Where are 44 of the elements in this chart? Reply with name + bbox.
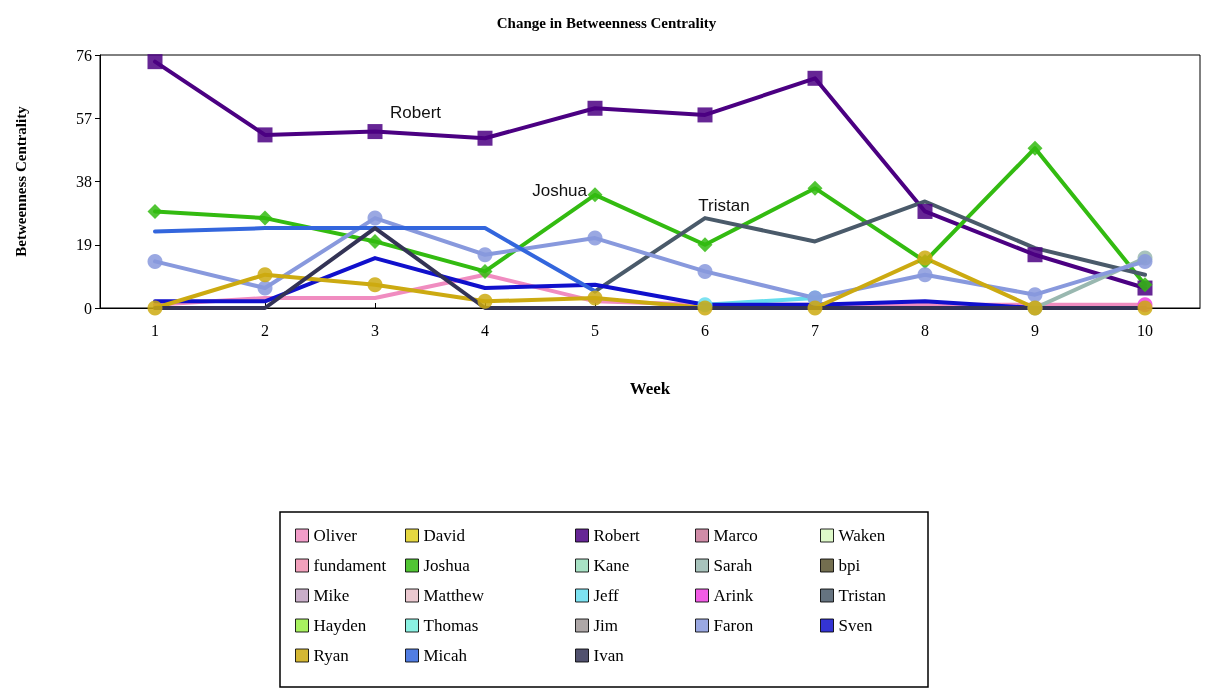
legend-label: fundament bbox=[313, 556, 387, 575]
x-tick-label: 4 bbox=[481, 321, 489, 339]
legend-label: Ivan bbox=[593, 646, 625, 665]
x-tick-label: 3 bbox=[371, 321, 379, 339]
x-axis-title: Week bbox=[629, 379, 671, 398]
legend-label: Micah bbox=[423, 646, 468, 665]
x-tick-label: 2 bbox=[261, 321, 269, 339]
x-tick-label: 7 bbox=[811, 321, 819, 339]
x-tick-label: 5 bbox=[591, 321, 599, 339]
x-tick-label: 1 bbox=[151, 321, 159, 339]
y-tick-label: 76 bbox=[76, 46, 92, 64]
y-tick-label: 57 bbox=[76, 109, 92, 127]
legend-label: Ryan bbox=[313, 646, 350, 665]
legend-label: Waken bbox=[838, 526, 886, 545]
x-tick-label: 9 bbox=[1031, 321, 1039, 339]
x-tick-label: 6 bbox=[701, 321, 709, 339]
legend-label: Mike bbox=[313, 586, 350, 605]
legend-label: David bbox=[423, 526, 466, 545]
legend-label: Faron bbox=[713, 616, 754, 635]
annotation: Tristan bbox=[698, 195, 750, 215]
y-tick-label: 0 bbox=[84, 299, 92, 317]
legend-label: Kane bbox=[593, 556, 630, 575]
annotation: Robert bbox=[390, 102, 442, 122]
legend-label: Thomas bbox=[423, 616, 479, 635]
legend-label: Jeff bbox=[593, 586, 620, 605]
legend-label: Jim bbox=[593, 616, 619, 635]
legend-label: Robert bbox=[593, 526, 641, 545]
legend-label: Arink bbox=[713, 586, 754, 605]
annotation: Joshua bbox=[532, 180, 588, 200]
x-tick-label: 8 bbox=[921, 321, 929, 339]
legend-label: Joshua bbox=[423, 556, 471, 575]
legend-label: Hayden bbox=[313, 616, 367, 635]
legend-label: Sarah bbox=[713, 556, 753, 575]
y-tick-label: 19 bbox=[76, 236, 92, 254]
legend-label: Marco bbox=[713, 526, 758, 545]
legend-label: bpi bbox=[838, 556, 861, 575]
chart-title: Change in Betweenness Centrality bbox=[496, 14, 717, 31]
legend-label: Oliver bbox=[313, 526, 358, 545]
legend-label: Tristan bbox=[838, 586, 887, 605]
x-tick-label: 10 bbox=[1137, 321, 1153, 339]
legend-label: Sven bbox=[838, 616, 873, 635]
legend-label: Matthew bbox=[423, 586, 485, 605]
y-tick-label: 38 bbox=[76, 173, 92, 190]
y-axis-title: Betweenness Centrality bbox=[12, 105, 29, 257]
